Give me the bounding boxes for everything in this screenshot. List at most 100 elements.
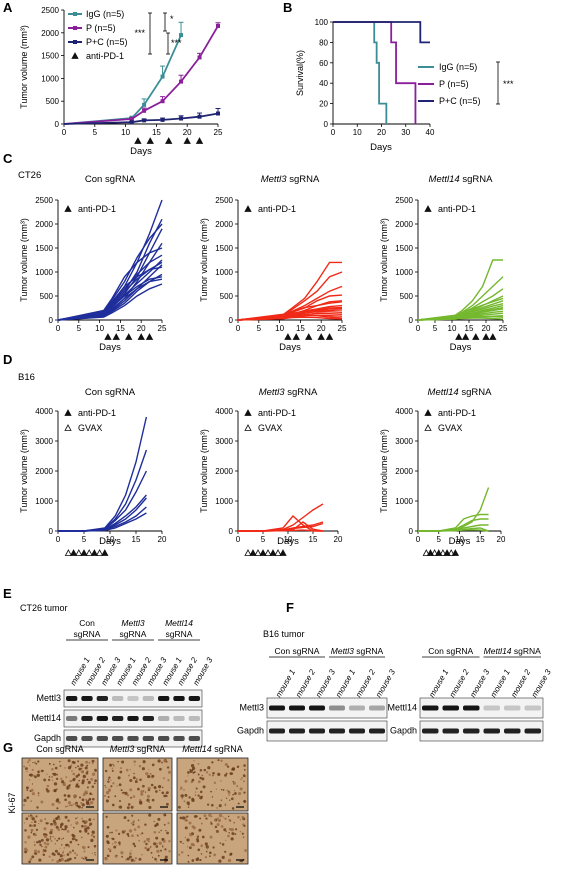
- ihc-nucleus: [84, 766, 88, 770]
- ihc-nucleus: [89, 824, 91, 827]
- ihc-nucleus: [231, 797, 234, 799]
- ihc-nucleus: [76, 816, 79, 819]
- blot-band: [269, 705, 285, 711]
- tumor-growth-line: [58, 497, 147, 532]
- panel-d1-ytick-label: 3000: [35, 437, 53, 446]
- ihc-nucleus: [37, 770, 40, 773]
- ihc-nucleus: [109, 763, 112, 766]
- ihc-nucleus: [217, 818, 221, 823]
- legend-label: IgG (n=5): [439, 62, 477, 72]
- ihc-nucleus: [167, 779, 170, 782]
- ihc-nucleus: [213, 853, 217, 857]
- ihc-nucleus: [106, 854, 110, 858]
- ihc-nucleus: [242, 780, 246, 783]
- ihc-nucleus: [151, 856, 154, 858]
- ihc-nucleus: [151, 774, 155, 778]
- ihc-nucleus: [75, 838, 78, 842]
- legend-triangle-open: [64, 424, 72, 431]
- tumor-growth-line: [58, 470, 148, 532]
- ihc-nucleus: [67, 819, 70, 822]
- panel-c2-xtick-label: 15: [296, 324, 305, 333]
- ihc-nucleus: [111, 767, 114, 770]
- ihc-nucleus: [163, 759, 167, 763]
- ihc-nucleus: [194, 794, 197, 796]
- ihc-nucleus: [34, 849, 37, 853]
- ihc-nucleus: [82, 774, 87, 779]
- ihc-nucleus: [209, 851, 212, 855]
- tumor-growth-line: [237, 307, 343, 321]
- panel-c3-xtick-label: 10: [448, 324, 457, 333]
- tumor-growth-line: [237, 316, 343, 321]
- ihc-nucleus: [33, 824, 37, 827]
- blot-band: [81, 716, 93, 721]
- blot-band: [349, 705, 365, 711]
- ihc-nucleus: [60, 857, 64, 862]
- legend-label: anti-PD-1: [258, 204, 296, 214]
- ihc-nucleus: [85, 771, 89, 775]
- ihc-nucleus: [216, 817, 219, 820]
- ihc-nucleus: [53, 788, 57, 793]
- subplot-title: Mettl3 sgRNA: [261, 174, 320, 185]
- ihc-nucleus: [67, 845, 71, 848]
- ihc-nucleus: [60, 777, 63, 780]
- ihc-nucleus: [117, 806, 120, 808]
- subplot-title-italic: Mettl14: [428, 387, 459, 398]
- panel-b-ytick-label: 40: [319, 79, 328, 88]
- panel-letter-d: D: [3, 352, 12, 367]
- ihc-nucleus: [63, 828, 65, 831]
- ihc-nucleus: [205, 850, 208, 853]
- subplot-ylabel: Tumor volume (mm³): [379, 218, 389, 302]
- ihc-nucleus: [86, 786, 89, 789]
- ihc-nucleus: [116, 854, 118, 857]
- ihc-nucleus: [220, 759, 223, 763]
- panel-d3-xtick-label: 15: [476, 535, 485, 544]
- panel-d1-xtick-label: 5: [82, 535, 87, 544]
- ihc-nucleus: [77, 760, 80, 763]
- panel-c2-xtick-label: 10: [275, 324, 284, 333]
- legend-label: anti-PD-1: [258, 408, 296, 418]
- ihc-nucleus: [200, 853, 203, 855]
- legend-label: IgG (n=5): [86, 9, 124, 19]
- data-point: [179, 116, 184, 121]
- ihc-nucleus: [57, 852, 61, 856]
- tumor-growth-line: [57, 247, 163, 321]
- subplot-title-text: sgRNA: [287, 174, 320, 185]
- ihc-nucleus: [105, 786, 107, 789]
- ihc-nucleus: [129, 852, 132, 855]
- ihc-nucleus: [155, 842, 158, 845]
- ihc-nucleus: [91, 793, 93, 796]
- panel-d2-xtick-label: 0: [236, 535, 241, 544]
- ihc-nucleus: [114, 795, 117, 798]
- ihc-nucleus: [75, 817, 77, 820]
- ihc-nucleus: [26, 789, 29, 791]
- ihc-nucleus: [70, 804, 73, 807]
- ihc-nucleus: [61, 828, 64, 831]
- ihc-nucleus: [187, 854, 190, 857]
- ihc-nucleus: [43, 834, 48, 839]
- ihc-nucleus: [81, 798, 85, 802]
- blot-band: [188, 736, 200, 741]
- ihc-nucleus: [78, 805, 81, 809]
- treatment-marker: [489, 333, 497, 340]
- ihc-nucleus: [64, 828, 67, 831]
- ihc-nucleus: [226, 765, 230, 768]
- ihc-nucleus: [136, 834, 139, 836]
- ihc-nucleus: [208, 813, 212, 817]
- blot-band: [173, 716, 185, 721]
- sig-label: ***: [134, 28, 145, 38]
- gvax-marker: [64, 549, 73, 556]
- panel-b-ytick-label: 60: [319, 59, 328, 68]
- legend-triangle: [244, 205, 252, 212]
- panel-c3-ytick-label: 500: [400, 292, 414, 301]
- ihc-nucleus: [239, 819, 242, 821]
- ihc-nucleus: [73, 796, 76, 799]
- ihc-nucleus: [43, 827, 47, 831]
- ihc-nucleus: [56, 773, 58, 776]
- ihc-nucleus: [238, 792, 242, 796]
- ihc-nucleus: [153, 842, 157, 846]
- ihc-nucleus: [239, 830, 242, 833]
- ihc-nucleus: [224, 774, 227, 777]
- ihc-nucleus: [153, 820, 155, 823]
- ihc-nucleus: [91, 772, 96, 776]
- ihc-nucleus: [214, 825, 218, 829]
